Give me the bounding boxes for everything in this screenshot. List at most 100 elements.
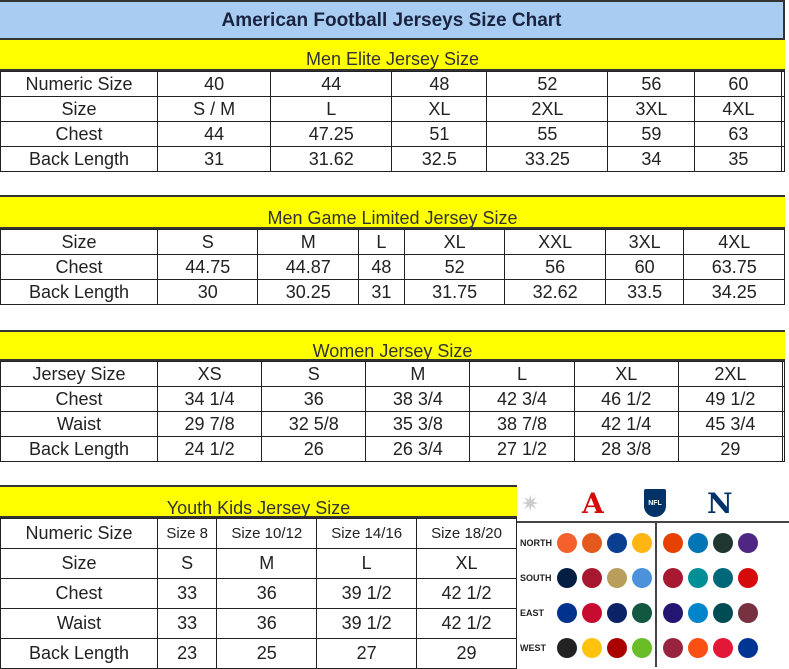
cell-value: 36 bbox=[216, 608, 318, 639]
cell-value: 33 bbox=[156, 608, 218, 639]
cell-value: 31.62 bbox=[270, 146, 393, 172]
team-logo-icon bbox=[738, 568, 758, 588]
cell-value: XL bbox=[403, 229, 506, 255]
cell-value: L bbox=[270, 96, 393, 122]
team-logo-icon bbox=[688, 533, 708, 553]
cell-value: 39 1/2 bbox=[316, 578, 418, 609]
row-label: Numeric Size bbox=[0, 71, 158, 97]
cell-value: 42 1/2 bbox=[416, 578, 517, 609]
row-label: Waist bbox=[0, 608, 158, 639]
cell-value: 35 bbox=[694, 146, 783, 172]
team-logo-icon bbox=[713, 568, 733, 588]
row-label: Size bbox=[0, 229, 158, 255]
cell-value: 34 bbox=[607, 146, 696, 172]
cell-value: S bbox=[156, 229, 259, 255]
cell-value: 42 3/4 bbox=[469, 386, 575, 412]
cell-value: L bbox=[469, 361, 575, 387]
cell-value: 31 bbox=[357, 279, 405, 305]
cell-value: XXL bbox=[504, 229, 606, 255]
men-game-table: Size S M L XL XXL 3XL 4XL Chest 44.75 44.87 48 52 56 6… bbox=[0, 229, 785, 305]
team-logo-icon bbox=[607, 638, 627, 658]
team-logo-icon bbox=[713, 638, 733, 658]
cell-value: 38 3/4 bbox=[365, 386, 471, 412]
team-logo-icon bbox=[607, 568, 627, 588]
cell-value bbox=[781, 386, 786, 412]
division-label: WEST bbox=[520, 643, 546, 653]
nfl-team-logos-panel: ✷ A NFL N NORTH SOUTH EAST WEST bbox=[517, 485, 789, 667]
cell-value: 55 bbox=[486, 121, 609, 147]
row-label: Numeric Size bbox=[0, 518, 158, 549]
table-row: Chest 34 1/4 36 38 3/4 42 3/4 46 1/2 49 1/2 bbox=[0, 386, 786, 412]
cell-value bbox=[781, 96, 785, 122]
men-elite-table: Numeric Size 40 44 48 52 56 60 Size S / M L XL 2XL 3… bbox=[0, 71, 785, 172]
cell-value: Size 8 bbox=[156, 518, 218, 549]
cell-value: 47.25 bbox=[270, 121, 393, 147]
cell-value: 31.75 bbox=[403, 279, 506, 305]
table-row: Chest 44 47.25 51 55 59 63 bbox=[0, 121, 785, 147]
row-label: Back Length bbox=[0, 146, 158, 172]
women-table: Jersey Size XS S M L XL 2XL Chest 34 1/4 36 38 3/4… bbox=[0, 361, 786, 462]
cell-value: 48 bbox=[391, 71, 488, 97]
cell-value: 45 3/4 bbox=[677, 411, 783, 437]
cell-value: 52 bbox=[403, 254, 506, 280]
cell-value: 28 3/8 bbox=[573, 436, 679, 462]
row-label: Jersey Size bbox=[0, 361, 158, 387]
cell-value: 3XL bbox=[607, 96, 696, 122]
cell-value: 30 bbox=[156, 279, 259, 305]
cell-value: 29 bbox=[677, 436, 783, 462]
cell-value: 2XL bbox=[486, 96, 609, 122]
cell-value bbox=[781, 436, 786, 462]
cell-value bbox=[781, 361, 786, 387]
cell-value: 44.87 bbox=[257, 254, 359, 280]
team-logo-icon bbox=[557, 568, 577, 588]
team-logo-icon bbox=[582, 533, 602, 553]
cell-value: 46 1/2 bbox=[573, 386, 679, 412]
row-label: Size bbox=[0, 548, 158, 579]
team-logo-icon bbox=[688, 638, 708, 658]
team-logo-icon bbox=[738, 533, 758, 553]
cell-value: 33.25 bbox=[486, 146, 609, 172]
cell-value bbox=[781, 71, 785, 97]
divider bbox=[655, 521, 657, 667]
cell-value: XL bbox=[391, 96, 488, 122]
star-icon: ✷ bbox=[521, 491, 540, 516]
table-row: Chest 44.75 44.87 48 52 56 60 63.75 bbox=[0, 254, 785, 280]
cell-value: 56 bbox=[607, 71, 696, 97]
cell-value: 39 1/2 bbox=[316, 608, 418, 639]
team-logo-icon bbox=[738, 638, 758, 658]
team-logo-icon bbox=[632, 603, 652, 623]
cell-value: 4XL bbox=[694, 96, 783, 122]
cell-value: 27 bbox=[316, 638, 418, 669]
cell-value: 60 bbox=[604, 254, 685, 280]
cell-value: 30.25 bbox=[257, 279, 359, 305]
cell-value: 32 5/8 bbox=[261, 411, 367, 437]
cell-value: XL bbox=[416, 548, 517, 579]
team-logo-icon bbox=[607, 533, 627, 553]
cell-value: L bbox=[316, 548, 418, 579]
team-logo-icon bbox=[663, 638, 683, 658]
cell-value: 29 bbox=[416, 638, 517, 669]
cell-value: 36 bbox=[261, 386, 367, 412]
row-label: Chest bbox=[0, 578, 158, 609]
youth-table: Numeric Size Size 8 Size 10/12 Size 14/16 Si… bbox=[0, 518, 517, 669]
table-row: Waist 29 7/8 32 5/8 35 3/8 38 7/8 42 1/4 45 3/… bbox=[0, 411, 786, 437]
table-row: Numeric Size Size 8 Size 10/12 Size 14/16 Si… bbox=[0, 518, 517, 549]
cell-value: S bbox=[156, 548, 218, 579]
cell-value: 42 1/4 bbox=[573, 411, 679, 437]
team-logo-icon bbox=[713, 603, 733, 623]
cell-value: 44 bbox=[270, 71, 393, 97]
cell-value: XS bbox=[156, 361, 263, 387]
team-logo-icon bbox=[738, 603, 758, 623]
cell-value: 48 bbox=[357, 254, 405, 280]
cell-value: S bbox=[261, 361, 367, 387]
cell-value: 44.75 bbox=[156, 254, 259, 280]
table-row: Back Length 23 25 27 29 bbox=[0, 638, 517, 669]
cell-value: 42 1/2 bbox=[416, 608, 517, 639]
table-row: Back Length 31 31.62 32.5 33.25 34 35 bbox=[0, 146, 785, 172]
cell-value: 44 bbox=[156, 121, 272, 147]
nfl-shield-logo: NFL bbox=[644, 489, 666, 517]
row-label: Back Length bbox=[0, 279, 158, 305]
row-label: Chest bbox=[0, 386, 158, 412]
cell-value: S / M bbox=[156, 96, 272, 122]
table-row: Size S M L XL XXL 3XL 4XL bbox=[0, 229, 785, 255]
